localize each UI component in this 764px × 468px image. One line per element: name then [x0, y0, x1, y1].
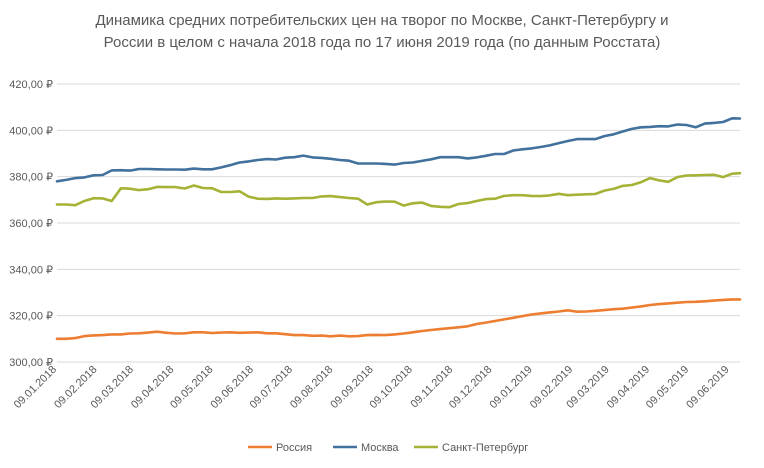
x-tick-label: 09.05.2019 — [644, 364, 691, 411]
legend-label: Москва — [361, 442, 399, 454]
y-tick-label: 340,00 ₽ — [9, 264, 53, 276]
x-tick-label: 09.10.2018 — [368, 364, 415, 411]
y-axis-ticks: 300,00 ₽ 320,00 ₽ 340,00 ₽ 360,00 ₽ 380,00 ₽… — [9, 79, 53, 369]
y-tick-label: 300,00 ₽ — [9, 357, 53, 369]
x-tick-label: 09.05.2018 — [168, 364, 215, 411]
legend-label: Санкт-Петербург — [442, 442, 528, 454]
y-tick-label: 380,00 ₽ — [9, 172, 53, 184]
legend: Россия Москва Санкт-Петербург — [248, 442, 528, 454]
x-tick-label: 09.07.2018 — [248, 364, 295, 411]
x-tick-label: 09.01.2018 — [12, 364, 59, 411]
x-axis-ticks: 09.01.201809.02.201809.03.201809.04.2018… — [12, 364, 732, 411]
y-tick-label: 400,00 ₽ — [9, 125, 53, 137]
x-tick-label: 09.06.2019 — [684, 364, 731, 411]
y-tick-label: 420,00 ₽ — [9, 79, 53, 91]
chart-title: Динамика средних потребительских цен на … — [0, 10, 764, 54]
series-lines — [55, 117, 742, 341]
series-line-Санкт-Петербург — [55, 171, 742, 209]
x-tick-label: 09.12.2018 — [447, 364, 494, 411]
series-line-Москва — [55, 117, 742, 183]
gridlines — [57, 83, 740, 363]
legend-label: Россия — [276, 442, 312, 454]
x-tick-label: 09.01.2019 — [487, 364, 534, 411]
chart-title-line-2: России в целом с начала 2018 года по 17 … — [103, 34, 661, 51]
series-line-Россия — [55, 298, 742, 341]
y-tick-label: 320,00 ₽ — [9, 311, 53, 323]
y-tick-label: 360,00 ₽ — [9, 218, 53, 230]
chart-title-line-1: Динамика средних потребительских цен на … — [95, 12, 669, 29]
x-tick-label: 09.08.2018 — [288, 364, 335, 411]
